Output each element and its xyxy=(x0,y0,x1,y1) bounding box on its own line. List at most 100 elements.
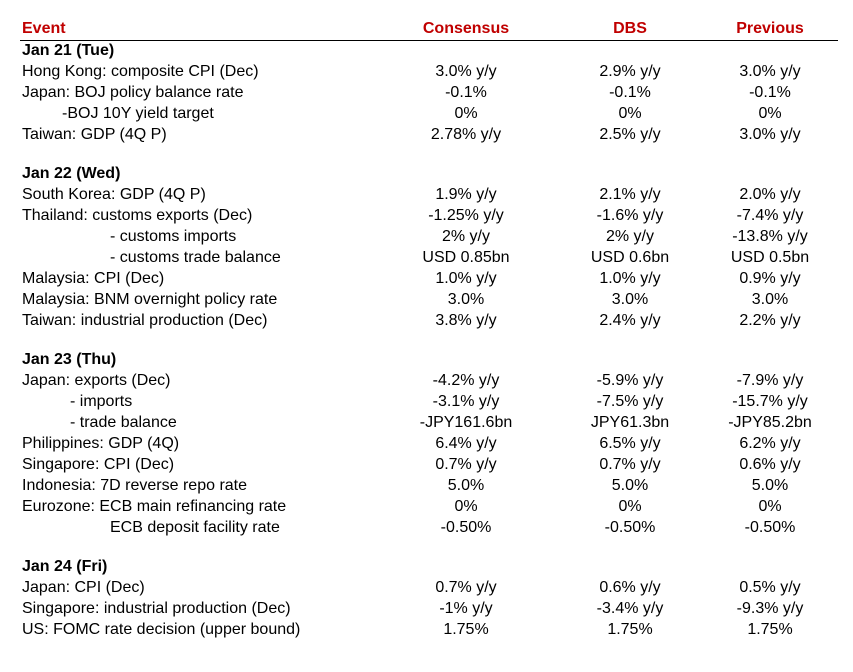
event-name: Japan: BOJ policy balance rate xyxy=(22,84,244,101)
consensus-value: 3.8% y/y xyxy=(435,312,497,329)
event-name: Indonesia: 7D reverse repo rate xyxy=(22,477,248,494)
consensus-value: 0.7% y/y xyxy=(435,456,497,473)
consensus-value: 5.0% xyxy=(447,477,485,494)
previous-value: 6.2% y/y xyxy=(739,435,801,452)
table-row: South Korea: GDP (4Q P) 1.9% y/y 2.1% y/y 2… xyxy=(20,184,838,205)
consensus-value: 2% y/y xyxy=(441,228,490,245)
previous-value: -7.9% y/y xyxy=(736,372,804,389)
previous-value: -7.4% y/y xyxy=(736,207,804,224)
consensus-value: 1.0% y/y xyxy=(435,270,497,287)
table-row: Japan: BOJ policy balance rate -0.1% -0.1%… xyxy=(20,82,838,103)
table-row: - customs imports 2% y/y 2% y/y -13.8% y/y xyxy=(20,226,838,247)
event-name: Singapore: CPI (Dec) xyxy=(22,456,175,473)
table-row: Japan: CPI (Dec) 0.7% y/y 0.6% y/y 0.5% y/y xyxy=(20,577,838,598)
event-name: - trade balance xyxy=(70,414,177,431)
section-date-heading: Jan 23 (Thu) xyxy=(22,351,117,368)
table-row: - trade balance -JPY161.6bn JPY61.3bn -JPY8… xyxy=(20,412,838,433)
header-previous: Previous xyxy=(736,20,804,37)
dbs-value: 1.0% y/y xyxy=(599,270,661,287)
previous-value: -0.50% xyxy=(744,519,796,536)
consensus-value: 6.4% y/y xyxy=(435,435,497,452)
dbs-value: 2% y/y xyxy=(605,228,654,245)
dbs-value: 6.5% y/y xyxy=(599,435,661,452)
previous-value: -9.3% y/y xyxy=(736,600,804,617)
previous-value: 1.75% xyxy=(747,621,793,638)
dbs-value: 5.0% xyxy=(611,477,649,494)
dbs-value: -3.4% y/y xyxy=(596,600,664,617)
consensus-value: 1.75% xyxy=(443,621,489,638)
previous-value: -13.8% y/y xyxy=(732,228,808,245)
event-name: Singapore: industrial production (Dec) xyxy=(22,600,291,617)
section-date-heading: Jan 22 (Wed) xyxy=(22,165,121,182)
section-spacer xyxy=(20,538,838,557)
header-dbs: DBS xyxy=(613,20,647,37)
table-row: Indonesia: 7D reverse repo rate 5.0% 5.0% 5… xyxy=(20,475,838,496)
dbs-value: -1.6% y/y xyxy=(596,207,664,224)
table-row: - imports -3.1% y/y -7.5% y/y -15.7% y/y xyxy=(20,391,838,412)
event-name: - customs imports xyxy=(110,228,237,245)
consensus-value: -1.25% y/y xyxy=(428,207,504,224)
event-name: Malaysia: CPI (Dec) xyxy=(22,270,165,287)
event-name: Malaysia: BNM overnight policy rate xyxy=(22,291,278,308)
consensus-value: 0.7% y/y xyxy=(435,579,497,596)
consensus-value: 0% xyxy=(454,498,478,515)
previous-value: -15.7% y/y xyxy=(732,393,808,410)
table-row: -BOJ 10Y yield target 0% 0% 0% xyxy=(20,103,838,124)
table-row: Taiwan: GDP (4Q P) 2.78% y/y 2.5% y/y 3.0% … xyxy=(20,124,838,145)
dbs-value: -7.5% y/y xyxy=(596,393,664,410)
dbs-value: USD 0.6bn xyxy=(590,249,670,266)
table-row: Malaysia: CPI (Dec) 1.0% y/y 1.0% y/y 0.9% … xyxy=(20,268,838,289)
consensus-value: 0% xyxy=(454,105,478,122)
event-name: Japan: CPI (Dec) xyxy=(22,579,145,596)
event-calendar-table: Event Consensus DBS Previous Jan 21 (Tue… xyxy=(20,18,838,640)
table-row: Japan: exports (Dec) -4.2% y/y -5.9% y/y -7… xyxy=(20,370,838,391)
table-row: Eurozone: ECB main refinancing rate 0% 0% 0… xyxy=(20,496,838,517)
previous-value: 3.0% y/y xyxy=(739,126,801,143)
consensus-value: -JPY161.6bn xyxy=(419,414,513,431)
event-name: - customs trade balance xyxy=(110,249,281,266)
dbs-value: -5.9% y/y xyxy=(596,372,664,389)
table-body: Jan 21 (Tue) Hong Kong: composite CPI (De… xyxy=(20,41,838,640)
consensus-value: -0.1% xyxy=(445,84,487,101)
previous-value: 0.9% y/y xyxy=(739,270,801,287)
table-row: US: FOMC rate decision (upper bound) 1.75… xyxy=(20,619,838,640)
event-name: Taiwan: industrial production (Dec) xyxy=(22,312,268,329)
event-name: Hong Kong: composite CPI (Dec) xyxy=(22,63,259,80)
table-row: Thailand: customs exports (Dec) -1.25% y/… xyxy=(20,205,838,226)
previous-value: 0% xyxy=(758,105,782,122)
previous-value: 0.6% y/y xyxy=(739,456,801,473)
previous-value: -JPY85.2bn xyxy=(728,414,812,431)
consensus-value: 3.0% y/y xyxy=(435,63,497,80)
consensus-value: -4.2% y/y xyxy=(432,372,500,389)
table-row: Singapore: industrial production (Dec) -1… xyxy=(20,598,838,619)
event-name: Philippines: GDP (4Q) xyxy=(22,435,180,452)
event-name: - imports xyxy=(70,393,133,410)
dbs-value: 2.1% y/y xyxy=(599,186,661,203)
event-name: South Korea: GDP (4Q P) xyxy=(22,186,206,203)
section-date-heading: Jan 24 (Fri) xyxy=(22,558,108,575)
header-event: Event xyxy=(22,20,66,37)
table-row: Philippines: GDP (4Q) 6.4% y/y 6.5% y/y 6.2… xyxy=(20,433,838,454)
header-consensus: Consensus xyxy=(422,20,510,37)
previous-value: 3.0% xyxy=(751,291,789,308)
consensus-value: 1.9% y/y xyxy=(435,186,497,203)
previous-value: 2.2% y/y xyxy=(739,312,801,329)
previous-value: USD 0.5bn xyxy=(730,249,810,266)
event-name: Taiwan: GDP (4Q P) xyxy=(22,126,167,143)
previous-value: -0.1% xyxy=(749,84,791,101)
section-spacer xyxy=(20,145,838,164)
table-row: ECB deposit facility rate -0.50% -0.50% -0.… xyxy=(20,517,838,538)
table-row: Malaysia: BNM overnight policy rate 3.0% 3… xyxy=(20,289,838,310)
table-row: Hong Kong: composite CPI (Dec) 3.0% y/y 2.… xyxy=(20,61,838,82)
consensus-value: -0.50% xyxy=(440,519,492,536)
dbs-value: 0% xyxy=(618,498,642,515)
dbs-value: 0.6% y/y xyxy=(599,579,661,596)
previous-value: 2.0% y/y xyxy=(739,186,801,203)
dbs-value: JPY61.3bn xyxy=(590,414,670,431)
previous-value: 0% xyxy=(758,498,782,515)
dbs-value: 2.9% y/y xyxy=(599,63,661,80)
event-name: Thailand: customs exports (Dec) xyxy=(22,207,253,224)
event-name: Eurozone: ECB main refinancing rate xyxy=(22,498,287,515)
event-name: Japan: exports (Dec) xyxy=(22,372,171,389)
event-name: -BOJ 10Y yield target xyxy=(62,105,214,122)
